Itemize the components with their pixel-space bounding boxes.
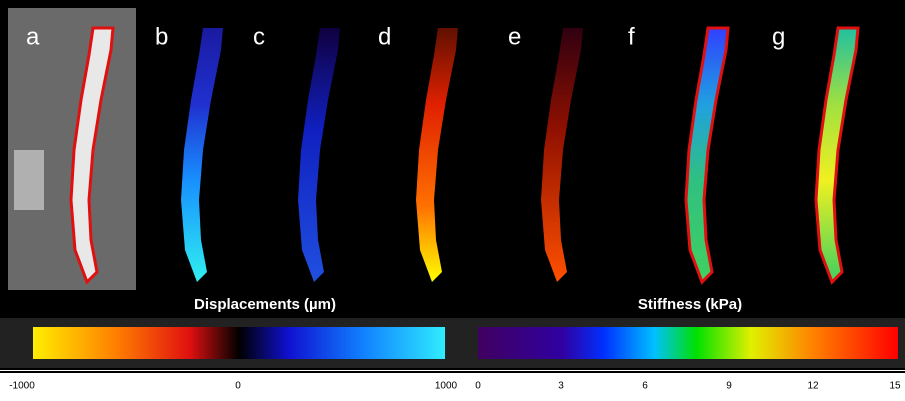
- tick-label: 12: [807, 381, 819, 392]
- tick-label: 3: [558, 381, 564, 392]
- colorbar-title: Displacements (µm): [194, 296, 336, 313]
- panel-label: d: [378, 23, 391, 50]
- panel-label: c: [253, 23, 265, 50]
- tick-label: -1000: [9, 381, 35, 392]
- mri-structure: [14, 150, 44, 210]
- panel-label: f: [628, 23, 635, 50]
- tick-label: 0: [475, 381, 481, 392]
- colorbar-stiffness: [478, 327, 898, 359]
- tick-label: 6: [642, 381, 648, 392]
- colorbar-title: Stiffness (kPa): [638, 296, 742, 313]
- panel-label: b: [155, 23, 168, 50]
- tick-label: 9: [726, 381, 732, 392]
- colorbar-displacement: [33, 327, 445, 359]
- tick-label: 15: [889, 381, 901, 392]
- panel-label: e: [508, 23, 521, 50]
- panel-label: a: [26, 23, 40, 50]
- mri-image: [8, 8, 136, 290]
- tick-label: 1000: [435, 381, 458, 392]
- tick-label: 0: [235, 381, 241, 392]
- panel-label: g: [772, 23, 785, 50]
